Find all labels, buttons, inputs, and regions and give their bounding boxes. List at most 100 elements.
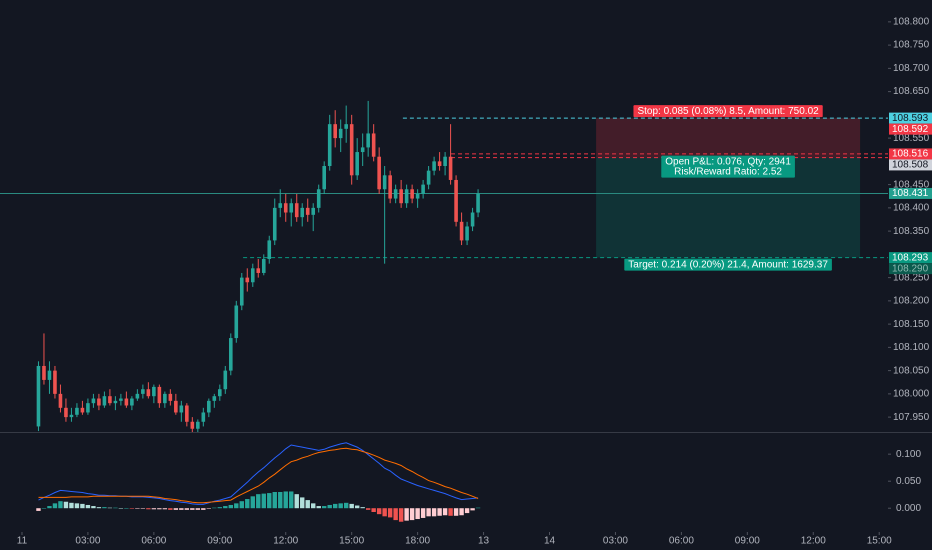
x-tick-label: 15:00 bbox=[867, 536, 892, 547]
candle-body bbox=[58, 393, 63, 408]
candle-body bbox=[185, 405, 189, 422]
x-tick-label: 13 bbox=[478, 536, 490, 547]
histogram-bar bbox=[140, 508, 146, 509]
histogram-bar bbox=[305, 500, 310, 509]
candle-body bbox=[289, 203, 294, 213]
candle-body bbox=[371, 133, 376, 157]
candle-body bbox=[86, 403, 90, 413]
candle-body bbox=[119, 398, 123, 401]
candle-body bbox=[212, 396, 217, 401]
histogram-bar bbox=[58, 501, 63, 509]
histogram-bar bbox=[371, 508, 376, 512]
histogram-bar bbox=[272, 492, 277, 509]
price-label-box bbox=[889, 123, 932, 135]
price-label-box bbox=[889, 263, 932, 275]
y-tick-label: 108.400 bbox=[893, 203, 930, 214]
histogram-bar bbox=[239, 501, 244, 509]
candle-body bbox=[53, 370, 57, 394]
histogram-bar bbox=[343, 502, 349, 509]
histogram-bar bbox=[300, 497, 305, 509]
histogram-bar bbox=[190, 508, 195, 510]
pnl-label-box bbox=[661, 155, 795, 178]
histogram-bar bbox=[256, 494, 261, 509]
candle-body bbox=[300, 207, 305, 218]
candle-body bbox=[190, 421, 195, 429]
histogram-bar bbox=[338, 503, 343, 509]
candle-body bbox=[333, 124, 337, 139]
histogram-bar bbox=[420, 508, 426, 518]
histogram-bar bbox=[332, 503, 338, 509]
y-tick-label: 108.700 bbox=[893, 63, 930, 74]
histogram-bar bbox=[470, 508, 475, 511]
candle-body bbox=[196, 421, 200, 429]
histogram-bar bbox=[217, 507, 223, 509]
candle-body bbox=[80, 407, 85, 413]
candle-body bbox=[283, 203, 288, 213]
histogram-bar bbox=[228, 504, 233, 509]
histogram-bar bbox=[453, 508, 459, 516]
x-tick-label: 09:00 bbox=[735, 536, 760, 547]
candle-body bbox=[399, 189, 403, 204]
candle-body bbox=[415, 193, 420, 199]
histogram-bar bbox=[278, 492, 283, 509]
candle-body bbox=[97, 398, 101, 406]
histogram-bar bbox=[69, 502, 74, 509]
histogram-bar bbox=[283, 491, 288, 509]
price-label-box bbox=[889, 252, 932, 264]
candle-body bbox=[108, 396, 112, 404]
histogram-bar bbox=[151, 508, 157, 510]
x-tick-label: 12:00 bbox=[801, 536, 826, 547]
candle-body bbox=[388, 175, 392, 199]
histogram-bar bbox=[245, 499, 250, 509]
candle-body bbox=[152, 386, 156, 397]
price-label: 108.293 bbox=[892, 252, 929, 263]
histogram-bar bbox=[157, 508, 162, 510]
candle-body bbox=[174, 400, 178, 413]
candle-body bbox=[448, 156, 453, 180]
histogram-bar bbox=[387, 508, 393, 518]
price-label: 108.431 bbox=[892, 188, 929, 199]
candle-body bbox=[476, 193, 480, 213]
price-label-box bbox=[889, 187, 932, 199]
pnl-label: Risk/Reward Ratio: 2.52 bbox=[674, 166, 782, 177]
histogram-bar bbox=[327, 504, 332, 509]
candle-body bbox=[168, 393, 173, 401]
candle-body bbox=[75, 407, 79, 415]
x-tick-label: 03:00 bbox=[75, 536, 100, 547]
pnl-label: Open P&L: 0.076, Qty: 2941 bbox=[665, 156, 791, 167]
x-tick-label: 18:00 bbox=[405, 536, 430, 547]
target-label: Target: 0.214 (0.20%) 21.4, Amount: 1629… bbox=[628, 259, 828, 270]
histogram-bar bbox=[118, 508, 124, 509]
candle-body bbox=[141, 389, 145, 394]
histogram-bar bbox=[294, 494, 299, 509]
y-tick-label: 108.550 bbox=[893, 133, 930, 144]
histogram-bar bbox=[162, 508, 168, 510]
histogram-bar bbox=[107, 507, 113, 509]
histogram-bar bbox=[404, 508, 409, 521]
candle-body bbox=[267, 240, 272, 260]
histogram-bar bbox=[431, 508, 437, 517]
candle-body bbox=[91, 398, 96, 404]
histogram-bar bbox=[47, 506, 52, 509]
histogram-bar bbox=[234, 503, 239, 509]
histogram-bar bbox=[184, 508, 190, 510]
candle-body bbox=[228, 338, 233, 371]
candle-body bbox=[316, 189, 321, 208]
candle-body bbox=[234, 305, 239, 339]
x-tick-label: 15:00 bbox=[339, 536, 364, 547]
candle-body bbox=[294, 203, 299, 218]
histogram-bar bbox=[459, 508, 464, 516]
candle-body bbox=[355, 152, 359, 176]
candle-body bbox=[421, 184, 425, 194]
y-tick-label: 108.250 bbox=[893, 272, 930, 283]
candle-body bbox=[327, 124, 332, 167]
candle-body bbox=[69, 414, 74, 418]
histogram-bar bbox=[223, 506, 228, 509]
candle-body bbox=[410, 189, 414, 199]
histogram-bar bbox=[63, 501, 69, 509]
target-label-box bbox=[624, 258, 832, 271]
y-tick-label: 108.000 bbox=[893, 389, 930, 400]
y-tick-label: 108.350 bbox=[893, 226, 930, 237]
x-tick-label: 11 bbox=[17, 536, 28, 547]
histogram-bar bbox=[173, 508, 179, 510]
